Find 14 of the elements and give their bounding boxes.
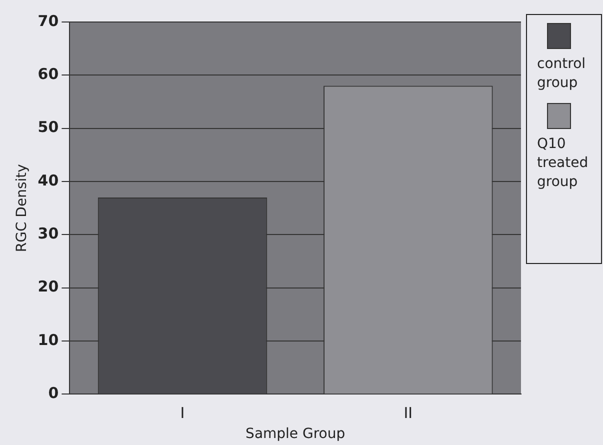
x-tick-label: II xyxy=(404,404,413,422)
y-tick-label: 0 xyxy=(48,384,59,402)
y-tick-label: 10 xyxy=(38,330,59,349)
x-axis-title: Sample Group xyxy=(246,426,346,442)
y-tick-label: 30 xyxy=(38,224,59,243)
y-tick-label: 40 xyxy=(38,171,59,190)
y-tick-label: 70 xyxy=(38,12,59,30)
y-axis-title: RGC Density xyxy=(14,164,30,252)
y-tick-label: 60 xyxy=(38,65,59,84)
x-tick-label: I xyxy=(180,404,185,422)
y-tick-label: 50 xyxy=(38,118,59,136)
y-tick-label: 20 xyxy=(38,278,59,296)
legend-label: control group xyxy=(537,55,587,93)
legend-label: Q10 treated group xyxy=(537,135,590,192)
